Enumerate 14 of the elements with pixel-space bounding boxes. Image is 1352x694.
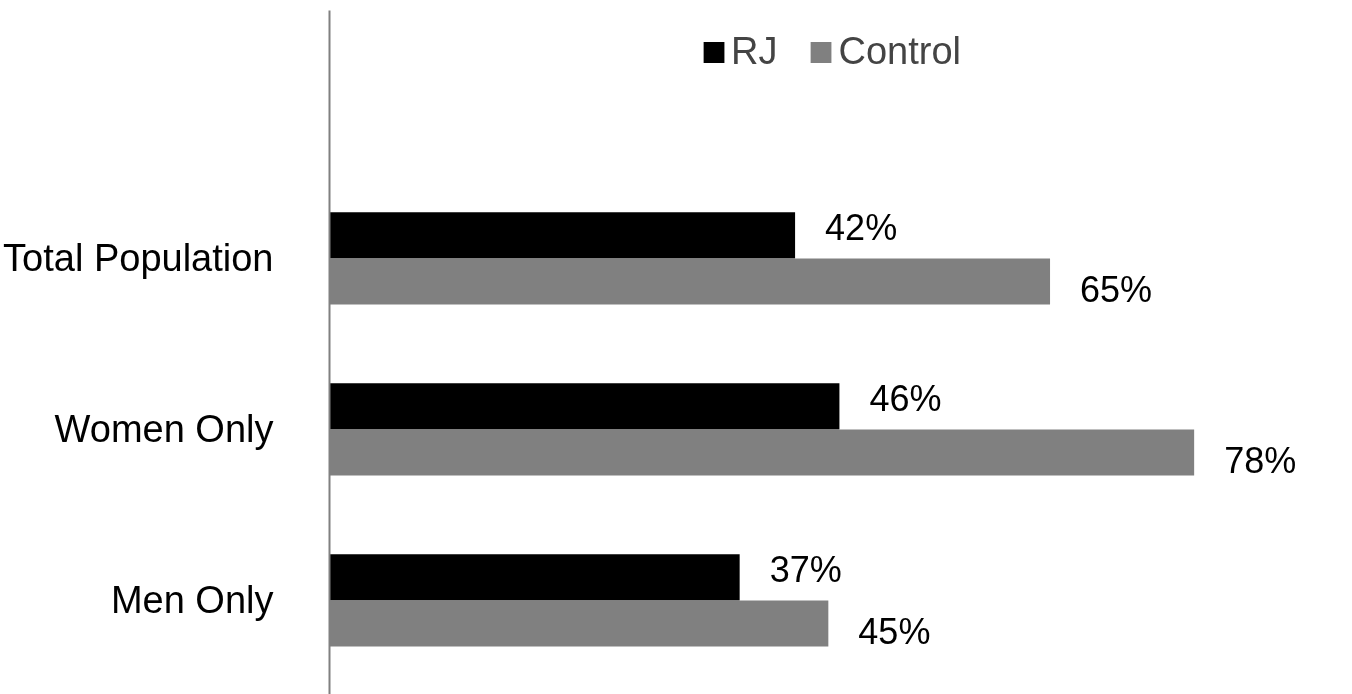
y-tick-label: Men Only <box>110 579 274 622</box>
data-label: 46% <box>869 377 942 419</box>
data-label: 45% <box>858 611 931 653</box>
data-label: 37% <box>769 548 842 590</box>
data-label: 65% <box>1080 269 1153 311</box>
legend-label: Control <box>838 30 961 73</box>
y-tick-label: Women Only <box>54 408 274 451</box>
y-tick-label: Total Population <box>3 237 274 280</box>
bar <box>329 212 796 259</box>
bar <box>329 383 840 430</box>
data-label: 78% <box>1224 440 1297 482</box>
bar <box>329 554 740 601</box>
data-label: 42% <box>825 206 898 248</box>
legend-label: RJ <box>731 30 778 73</box>
